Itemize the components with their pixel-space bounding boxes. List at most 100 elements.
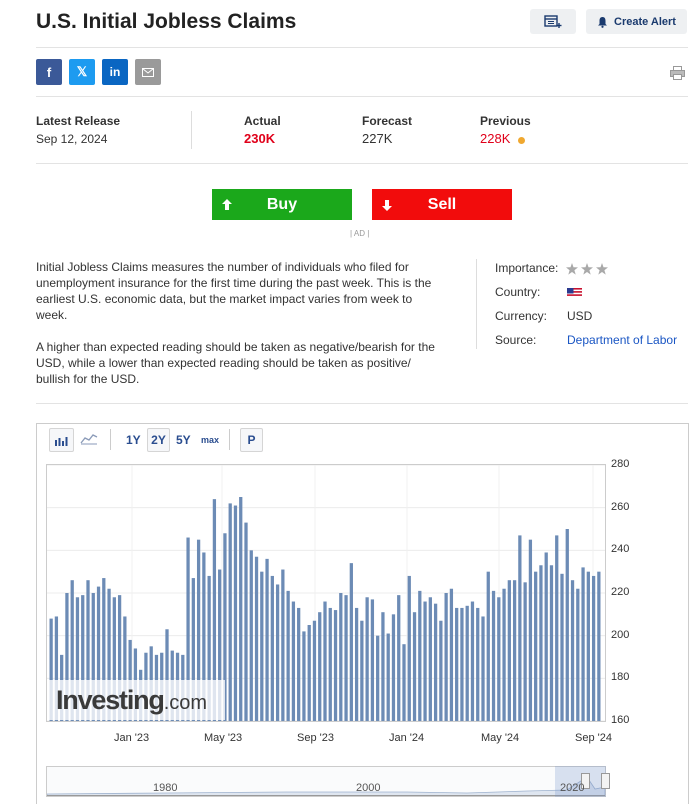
bar[interactable] (523, 582, 527, 721)
bar[interactable] (191, 578, 195, 721)
range-5y-button[interactable]: 5Y (176, 433, 191, 447)
bar[interactable] (586, 571, 590, 721)
bar[interactable] (565, 529, 569, 721)
bar[interactable] (428, 597, 432, 721)
bar[interactable] (218, 569, 222, 721)
linkedin-share-button[interactable]: in (102, 59, 128, 85)
buy-button[interactable]: Buy (212, 189, 352, 220)
bar[interactable] (539, 565, 543, 721)
bar[interactable] (312, 620, 317, 721)
x-share-button[interactable]: 𝕏 (69, 59, 95, 85)
bar[interactable] (297, 607, 301, 721)
create-alert-button[interactable]: Create Alert (586, 9, 687, 34)
bar[interactable] (333, 610, 338, 721)
bar[interactable] (370, 599, 375, 721)
bar[interactable] (502, 588, 506, 721)
bar[interactable] (270, 575, 274, 721)
bar[interactable] (96, 586, 101, 721)
bar[interactable] (570, 580, 575, 721)
line-chart-toggle[interactable] (80, 432, 98, 450)
bar[interactable] (481, 616, 485, 721)
bar[interactable] (549, 565, 554, 721)
bar[interactable] (534, 571, 538, 721)
bar[interactable] (107, 588, 111, 721)
bar-chart-toggle[interactable] (49, 428, 74, 452)
bar[interactable] (439, 620, 443, 721)
bar[interactable] (49, 618, 53, 721)
bar[interactable] (418, 590, 422, 721)
bar[interactable] (476, 607, 480, 721)
bar[interactable] (249, 550, 253, 721)
bar[interactable] (354, 607, 359, 721)
bar[interactable] (275, 584, 280, 721)
bar[interactable] (186, 537, 190, 721)
range-navigator[interactable] (46, 766, 606, 797)
bar[interactable] (86, 580, 90, 721)
source-link[interactable]: Department of Labor (567, 333, 678, 347)
bar[interactable] (386, 633, 390, 721)
bar[interactable] (402, 644, 406, 721)
bar[interactable] (196, 539, 201, 721)
bar[interactable] (265, 558, 269, 721)
bar[interactable] (455, 607, 459, 721)
bar[interactable] (112, 597, 116, 721)
sell-button[interactable]: Sell (372, 189, 512, 220)
bar[interactable] (207, 575, 211, 721)
bar[interactable] (365, 597, 369, 721)
bar[interactable] (528, 539, 533, 721)
bar[interactable] (491, 590, 496, 721)
bar[interactable] (397, 595, 401, 721)
bar[interactable] (507, 580, 511, 721)
navigator-left-handle[interactable] (581, 773, 590, 789)
bar[interactable] (212, 499, 217, 721)
bar[interactable] (391, 614, 396, 721)
navigator-selection[interactable] (555, 766, 606, 797)
bar[interactable] (75, 597, 80, 721)
bar[interactable] (291, 601, 296, 721)
range-2y-button[interactable]: 2Y (147, 428, 170, 452)
bar[interactable] (318, 612, 322, 721)
add-to-calendar-button[interactable] (530, 9, 576, 34)
bar[interactable] (376, 635, 380, 721)
bar[interactable] (328, 607, 332, 721)
bar[interactable] (486, 571, 490, 721)
bar[interactable] (81, 595, 85, 721)
bar[interactable] (260, 571, 264, 721)
bar[interactable] (497, 597, 501, 721)
bar[interactable] (349, 563, 353, 721)
bar[interactable] (544, 552, 548, 721)
bar[interactable] (433, 603, 438, 721)
bar[interactable] (202, 552, 206, 721)
facebook-share-button[interactable]: f (36, 59, 62, 85)
bar[interactable] (444, 593, 448, 721)
bar[interactable] (381, 612, 385, 721)
bar[interactable] (460, 607, 464, 721)
bar[interactable] (102, 578, 106, 721)
navigator-right-handle[interactable] (601, 773, 610, 789)
bar[interactable] (307, 625, 311, 721)
bar[interactable] (244, 522, 248, 721)
bar[interactable] (165, 629, 169, 721)
range-1y-button[interactable]: 1Y (126, 433, 141, 447)
bar[interactable] (302, 631, 306, 721)
bar[interactable] (412, 612, 417, 721)
bar[interactable] (512, 580, 517, 721)
bar[interactable] (560, 573, 564, 721)
bar[interactable] (339, 593, 343, 721)
bar[interactable] (555, 535, 559, 721)
bar[interactable] (91, 593, 95, 721)
bar[interactable] (518, 535, 522, 721)
bar[interactable] (470, 601, 475, 721)
bar[interactable] (407, 575, 411, 721)
bar[interactable] (286, 590, 290, 721)
bar[interactable] (423, 601, 427, 721)
bar[interactable] (233, 505, 238, 721)
bar[interactable] (465, 605, 469, 721)
p-button[interactable]: P (240, 428, 263, 452)
bar[interactable] (254, 556, 259, 721)
bar[interactable] (449, 588, 454, 721)
bar[interactable] (70, 580, 74, 721)
bar[interactable] (597, 571, 601, 721)
bar[interactable] (123, 616, 127, 721)
bar[interactable] (239, 497, 243, 721)
